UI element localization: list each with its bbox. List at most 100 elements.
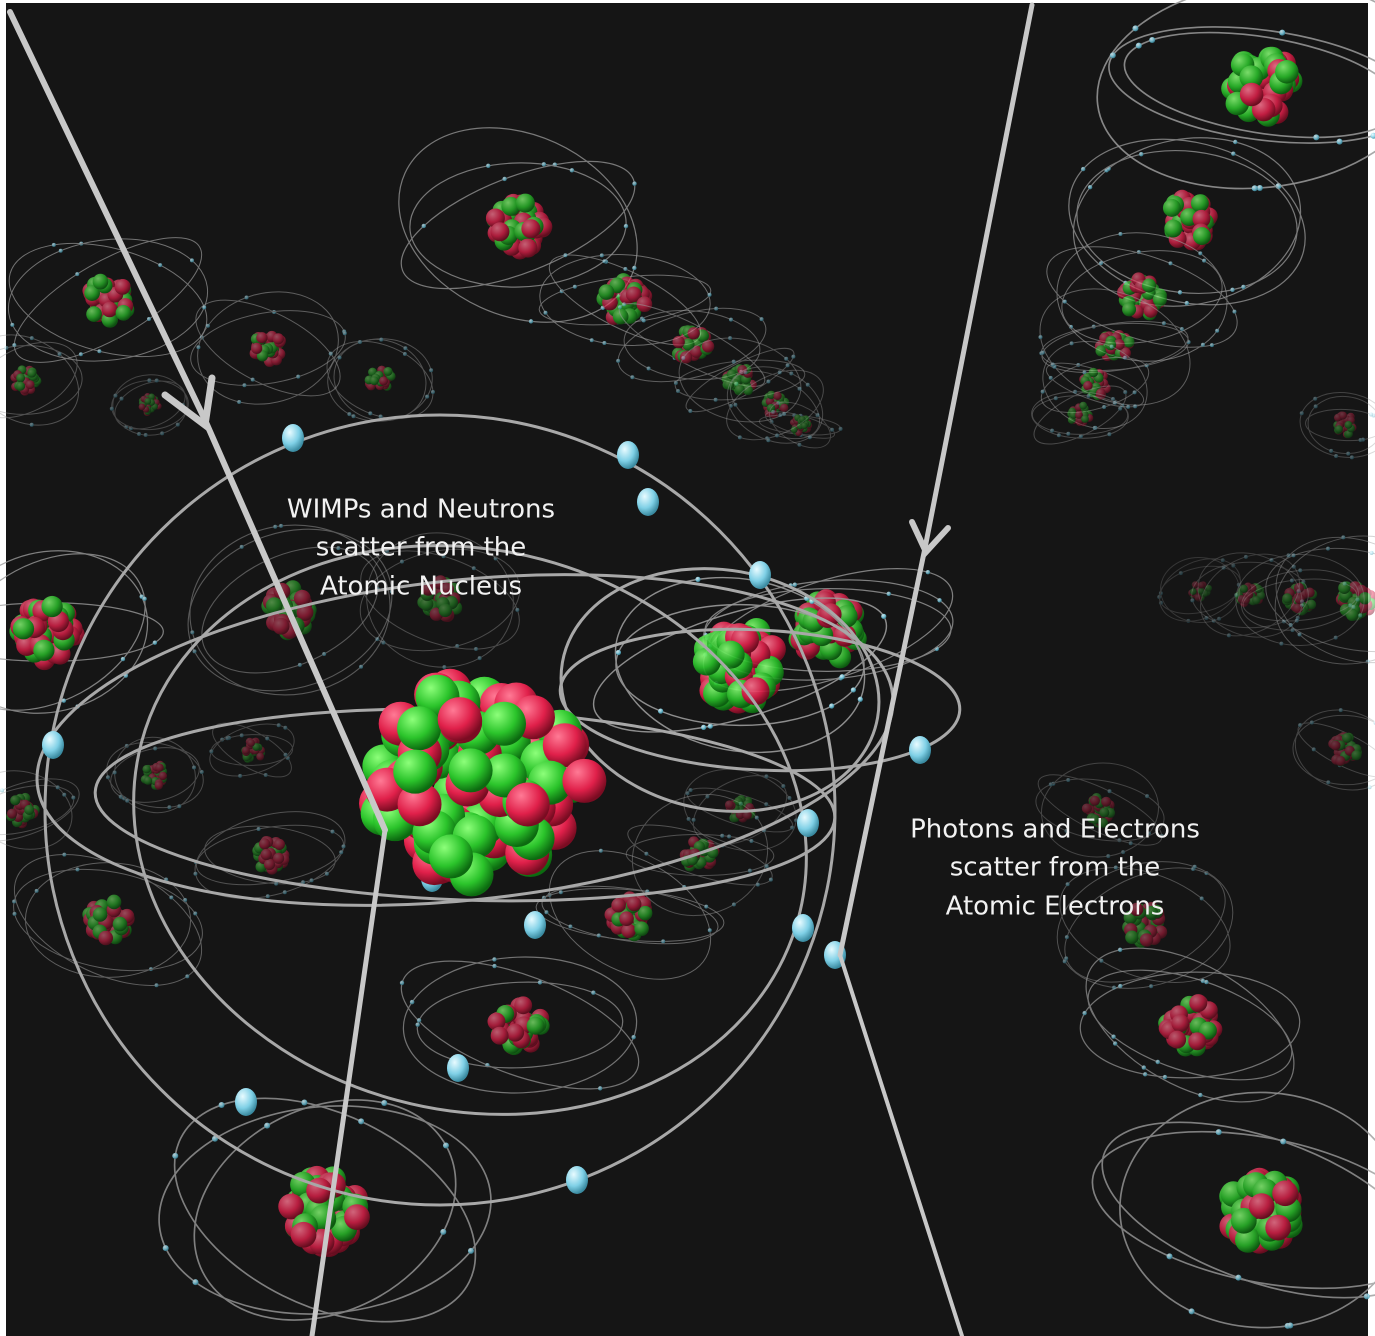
electron [1082,1010,1087,1016]
orbit [1068,138,1306,306]
electron [279,523,284,528]
electron [599,253,604,258]
atom [1190,552,1309,638]
electron [492,957,497,962]
nucleon [773,391,782,401]
orbit [559,567,881,813]
electron [1365,659,1370,664]
electron [1286,553,1291,558]
electron [119,396,124,401]
electron [358,1118,365,1125]
orbit [110,747,200,803]
electron [4,345,9,350]
electron [273,524,278,529]
orbit [1056,861,1234,989]
nucleon [634,921,649,936]
electron [1204,871,1209,876]
electron [118,794,123,799]
electron [937,598,942,603]
electron [1198,1092,1203,1098]
electron [71,795,76,800]
electron [566,1166,588,1194]
electron [1050,428,1055,433]
electron [120,656,126,662]
orbit [0,345,83,415]
nucleon [10,795,21,806]
electron [502,176,507,182]
nucleon [1189,588,1197,596]
nucleon [1164,219,1183,238]
electron [1078,434,1083,439]
electron [1326,546,1331,551]
electron [1048,782,1053,787]
electron [1158,591,1163,596]
nucleon [247,739,255,747]
orbit [1096,0,1375,190]
electron [175,422,180,427]
electron [169,895,174,900]
atom [0,334,83,427]
orbit [729,370,821,440]
electron [1123,390,1128,395]
electron [1300,599,1305,604]
orbit [558,627,962,773]
electron [1099,958,1104,963]
arrowhead [909,519,951,558]
electron [764,864,769,869]
electron [797,386,802,391]
nucleon [437,697,482,742]
electron [142,596,147,602]
electron [12,899,17,904]
electron [1126,404,1131,409]
nucleon [506,1023,525,1042]
electron [881,613,887,619]
electron [1066,431,1071,436]
orbit [1031,391,1129,439]
electron [782,411,787,416]
electron [415,1022,420,1027]
electron [493,556,498,561]
electron [296,374,301,379]
electron [701,724,707,730]
electron [29,422,34,427]
electron [1296,589,1301,594]
nucleon [92,273,109,290]
nucleon [252,743,261,751]
electron [1099,261,1104,266]
nucleon [33,639,55,661]
electron [429,368,434,373]
electron [685,791,690,796]
nucleon [383,366,393,376]
orbit [112,374,188,436]
electron [784,356,789,361]
nucleon [734,796,744,806]
nucleon [115,305,132,321]
electron [1202,258,1207,263]
electron [673,380,678,385]
orbit [1059,867,1231,983]
nucleon [701,340,715,353]
nucleon [429,834,474,879]
electron [152,640,158,645]
electron [162,1245,169,1252]
electron [357,339,362,344]
orbit [1108,26,1375,144]
electron [1157,595,1162,600]
nucleon [724,379,735,390]
electron [330,829,335,834]
electron [1147,831,1152,836]
electron [347,412,352,417]
nucleon [542,723,587,768]
nucleon [742,385,753,396]
nucleon [1189,994,1208,1013]
electron [256,827,261,832]
electron [1209,343,1214,348]
electron [1226,633,1231,638]
electron [1139,152,1144,157]
nucleon [1144,905,1159,920]
electron [1291,564,1296,569]
atom [1096,0,1375,192]
electron [515,607,520,612]
orbit [0,778,80,842]
electron [1363,1293,1370,1300]
